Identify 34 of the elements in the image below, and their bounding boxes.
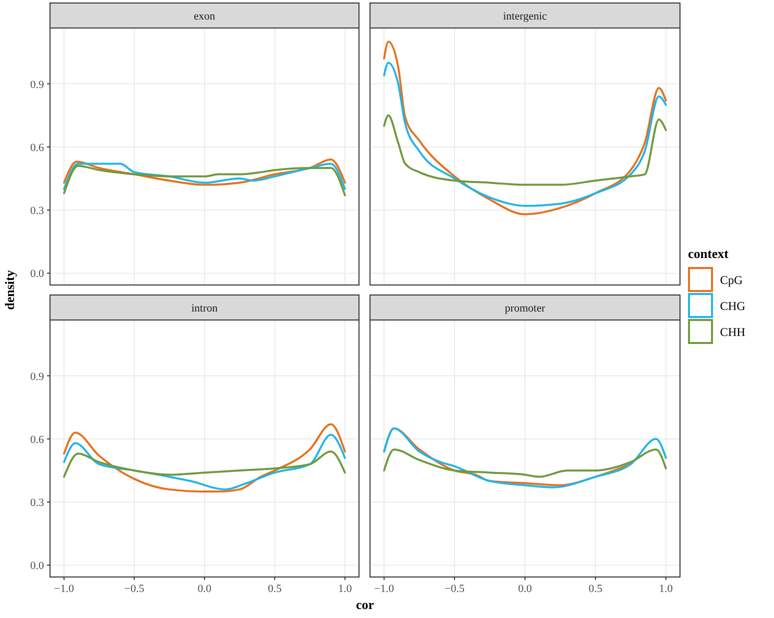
chart-title: intergenic: [503, 10, 548, 22]
x-axis-title: cor: [356, 597, 374, 612]
line-series: [63, 158, 346, 186]
x-tick-label: 1.0: [659, 583, 674, 595]
legend-label: CHH: [720, 325, 746, 339]
y-tick-label: 0.3: [30, 497, 44, 510]
y-axis-title: density: [2, 270, 17, 310]
y-tick-label: 0.9: [30, 370, 44, 383]
y-tick-label: 0.0: [30, 268, 44, 280]
line-series: [63, 423, 346, 493]
x-tick-label: 0.0: [518, 583, 532, 595]
line-series: [63, 450, 346, 478]
legend-label: CpG: [720, 273, 744, 287]
x-tick-label: −1.0: [374, 583, 395, 595]
y-tick-label: 0.9: [30, 78, 44, 91]
chart-title: intron: [191, 302, 218, 314]
line-series: [63, 164, 346, 196]
y-tick-label: 0.0: [30, 560, 44, 572]
x-tick-label: 1.0: [338, 583, 352, 595]
chart-title: exon: [194, 10, 216, 22]
x-tick-label: −0.5: [124, 583, 145, 595]
y-tick-label: 0.3: [30, 205, 44, 218]
x-tick-label: 0.5: [268, 583, 282, 595]
legend-label: CHG: [720, 299, 746, 313]
line-series: [63, 434, 346, 490]
y-tick-label: 0.6: [30, 434, 44, 446]
x-tick-label: −0.5: [444, 583, 466, 595]
line-series: [63, 162, 346, 190]
y-tick-label: 0.6: [30, 142, 44, 154]
legend-title: context: [688, 246, 730, 261]
x-tick-label: 0.5: [588, 583, 603, 595]
x-tick-label: −1.0: [54, 583, 75, 595]
x-tick-label: 0.0: [198, 583, 212, 595]
chart-title: promoter: [504, 302, 546, 314]
